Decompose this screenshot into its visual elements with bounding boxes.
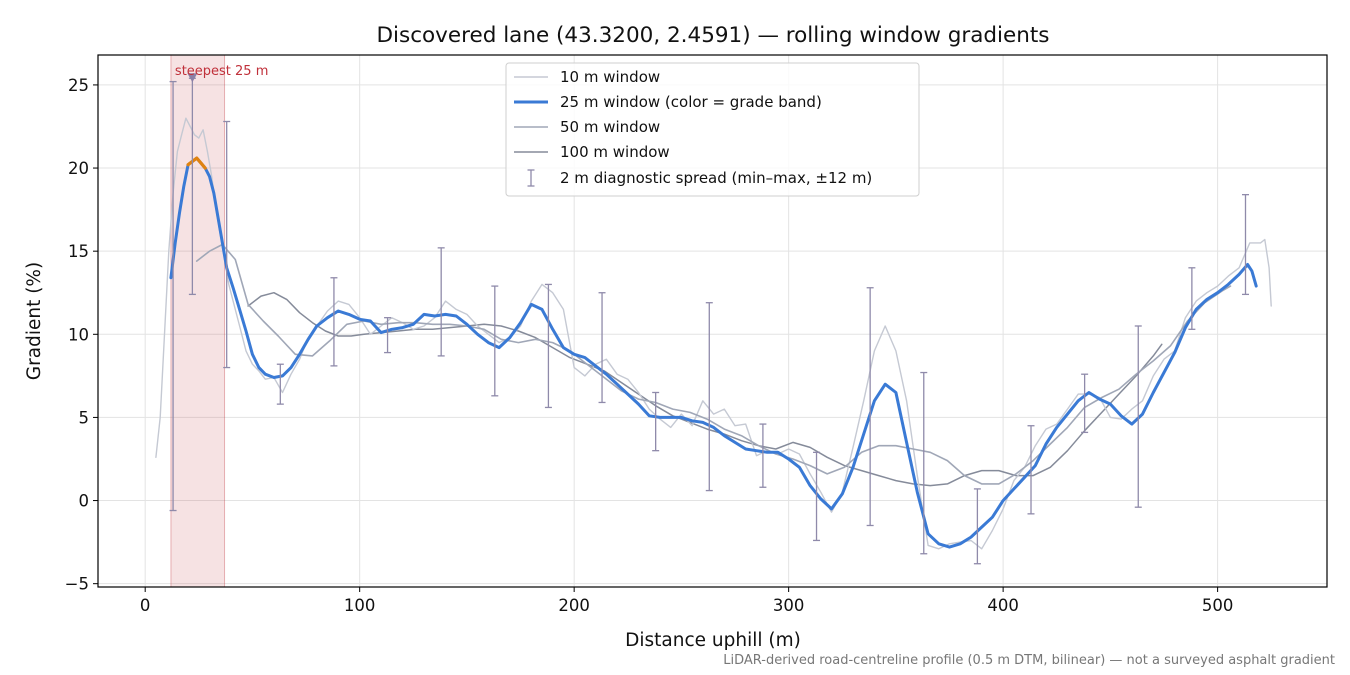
y-tick-label: 0 — [79, 492, 90, 511]
errorbar — [491, 285, 499, 397]
errorbar — [330, 277, 338, 367]
errorbar — [223, 120, 231, 369]
errorbar — [1027, 425, 1035, 515]
series-50m-line — [195, 243, 1232, 485]
series-100m-line — [247, 291, 1163, 487]
chart-title: Discovered lane (43.3200, 2.4591) — roll… — [376, 23, 1049, 48]
errorbar — [598, 292, 606, 404]
y-axis-label: Gradient (%) — [24, 262, 45, 380]
legend-errorbar-marker — [527, 169, 535, 187]
x-axis-label: Distance uphill (m) — [625, 630, 801, 651]
y-tick-label: −5 — [65, 575, 89, 594]
legend-label-errorbar: 2 m diagnostic spread (min–max, ±12 m) — [560, 169, 872, 187]
series-25m-line — [169, 156, 1258, 549]
series-10m-line — [155, 117, 1272, 550]
errorbar-layer — [169, 77, 1249, 565]
x-tick-label: 300 — [773, 596, 805, 615]
errorbar — [973, 488, 981, 565]
errorbar — [384, 317, 392, 354]
errorbar — [1081, 373, 1089, 434]
legend-label-100m: 100 m window — [560, 143, 670, 161]
y-tick-label: 15 — [68, 242, 89, 261]
plot-frame — [97, 54, 1328, 588]
errorbar — [705, 302, 713, 492]
errorbar — [437, 247, 445, 357]
series-layer — [155, 117, 1272, 550]
x-tick-label: 200 — [558, 596, 590, 615]
errorbar — [920, 371, 928, 555]
x-tick-label: 500 — [1202, 596, 1234, 615]
errorbar — [652, 391, 660, 452]
errorbar — [1241, 193, 1249, 296]
x-tick-label: 400 — [987, 596, 1019, 615]
x-tick-label: 100 — [344, 596, 376, 615]
errorbar — [759, 423, 767, 488]
footnote: LiDAR-derived road-centreline profile (0… — [723, 653, 1335, 668]
errorbar — [866, 287, 874, 527]
steepest-marker — [187, 73, 198, 83]
legend: 10 m window 25 m window (color = grade b… — [505, 62, 920, 197]
y-tick-label: 25 — [68, 76, 89, 95]
y-tick-label: 20 — [68, 159, 89, 178]
steepest-band — [170, 55, 225, 587]
legend-label-10m: 10 m window — [560, 68, 660, 86]
series-25m-high-grade-segment — [186, 156, 207, 170]
x-tick-label: 0 — [140, 596, 151, 615]
errorbar — [169, 80, 177, 512]
errorbar — [1188, 267, 1196, 330]
errorbar — [276, 363, 284, 405]
legend-label-50m: 50 m window — [560, 118, 660, 136]
legend-box — [505, 62, 920, 197]
y-tick-label: 10 — [68, 325, 89, 344]
y-tick-label: 5 — [79, 408, 90, 427]
legend-label-25m: 25 m window (color = grade band) — [560, 93, 822, 111]
x-axis-ticks: 0 100 200 300 400 500 — [140, 587, 1233, 615]
errorbar — [544, 283, 552, 409]
errorbar — [1134, 325, 1142, 508]
errorbar — [813, 451, 821, 542]
steepest-band-layer — [170, 55, 226, 587]
steepest-annotation-label: steepest 25 m — [175, 64, 268, 79]
annotation-layer: steepest 25 m — [175, 64, 268, 83]
y-axis-ticks: −5 0 5 10 15 20 25 — [65, 76, 98, 594]
